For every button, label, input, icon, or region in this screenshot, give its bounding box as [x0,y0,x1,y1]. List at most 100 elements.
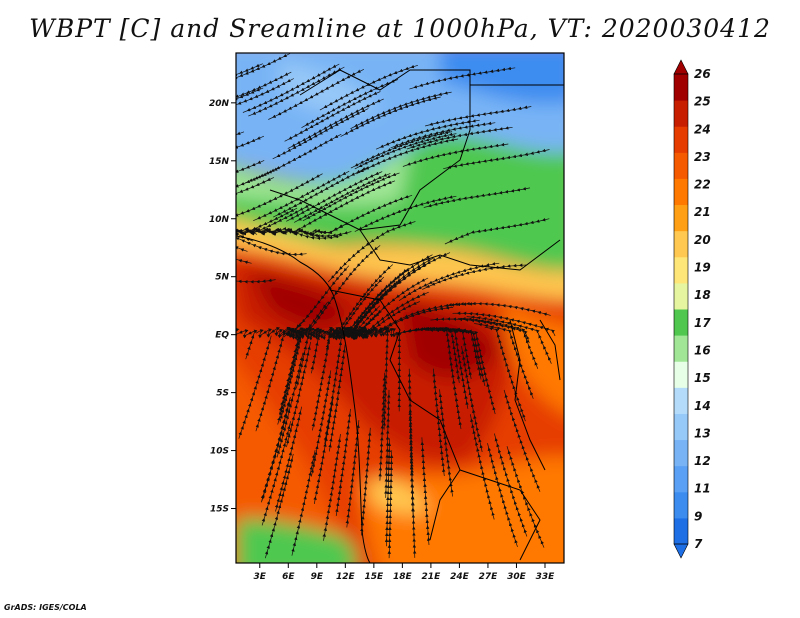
streamline [494,433,528,537]
lat-tick-label: 5N [215,273,229,283]
lon-tick-label: 33E [536,572,556,582]
lon-tick-label: 6E [282,572,295,582]
colorbar-label: 15 [694,371,711,385]
streamline [236,53,291,91]
colorbar-swatch [674,465,688,493]
lat-tick-label: 10S [210,447,229,457]
lon-tick-label: 9E [311,572,324,582]
lake-victoria [539,319,561,381]
streamline [420,437,431,546]
lat-tick-label: 10N [209,215,230,225]
colorbar-swatch [674,413,688,441]
colorbar-label: 14 [694,399,711,413]
colorbar-label: 26 [694,67,711,81]
lon-tick-label: 12E [336,572,356,582]
colorbar-label: 11 [694,482,711,496]
colorbar-label: 20 [694,233,711,247]
colorbar-cap-high [673,59,689,75]
streamline [236,135,265,167]
colorbar-swatch [674,517,688,545]
inner-border-2 [459,469,541,561]
streamline [452,327,496,415]
longitude-axis: 3E 6E 9E 12E 15E 18E 21E 24E 27E 30E 33E [254,563,556,582]
streamline [359,427,372,536]
colorbar-swatch [674,439,688,467]
colorbar-label: 24 [694,122,711,136]
colorbar-swatch [674,361,688,388]
sahel-border [269,69,471,231]
colorbar-label: 18 [694,288,711,302]
grads-credit: GrADS: IGES/COLA [4,603,87,612]
lon-tick-label: 27E [479,572,499,582]
colorbar-label: 12 [694,454,711,468]
streamline [244,133,342,184]
streamline [274,406,303,512]
streamline [236,131,245,157]
streamline [432,368,446,477]
colorbar-label: 13 [694,426,711,440]
colorbar: 7 9 11 12 13 14 15 16 17 18 19 20 21 22 23 24 25 26 [673,59,711,559]
colorbar-cap-low [673,543,689,559]
colorbar-label: 22 [694,178,711,192]
streamline [343,327,389,340]
streamline [374,302,477,335]
colorbar-swatch [674,491,688,519]
streamline [236,87,264,118]
colorbar-label: 19 [694,261,711,275]
lat-tick-label: 15S [210,505,229,515]
colorbar-swatch [674,282,688,310]
borders [236,69,564,563]
lat-tick-label: 5S [216,389,229,399]
chart-title: WBPT [C] and Sreamline at 1000hPa, VT: 2… [29,14,771,43]
colorbar-swatch [674,309,688,336]
latitude-axis: 20N 15N 10N 5N EQ 5S 10S 15S [209,99,236,515]
colorbar-swatch [674,126,688,153]
colorbar-swatch [674,387,688,414]
streamline [425,105,532,127]
lat-tick-label: 15N [209,157,230,167]
lon-tick-label: 15E [365,572,385,582]
lon-tick-label: 30E [507,572,527,582]
streamline [423,186,531,208]
inner-border-1 [329,289,461,541]
streamline [236,235,239,237]
colorbar-swatch [674,152,688,179]
streamline [409,449,417,558]
streamline [268,68,365,120]
great-lakes-border [509,319,546,471]
lat-tick-label: 20N [209,99,230,109]
central-border [359,229,561,271]
streamlines [236,53,556,559]
lon-tick-label: 18E [393,572,413,582]
colorbar-swatch [674,100,688,127]
streamline [409,66,516,90]
colorbar-label: 16 [694,343,711,357]
streamline [444,217,550,245]
streamline [466,315,552,364]
streamline [236,228,248,252]
lon-tick-label: 3E [254,572,267,582]
lat-tick-label: EQ [215,331,229,341]
streamline [356,138,459,175]
streamline [278,330,302,415]
colorbar-swatch [674,204,688,232]
colorbar-label: 25 [694,95,711,109]
colorbar-label: 21 [694,205,711,219]
colorbar-frame [673,73,689,545]
lon-tick-label: 21E [422,572,442,582]
west-coastline [236,235,371,563]
colorbar-swatch [674,230,688,258]
colorbar-label: 17 [694,316,711,330]
streamline [236,265,276,284]
colorbar-swatch [674,178,688,206]
streamline [328,312,369,340]
colorbar-swatch [674,256,688,284]
colorbar-label: 23 [694,150,711,164]
streamline [387,450,394,559]
streamline [402,142,509,167]
streamline [236,160,265,191]
lon-tick-label: 24E [450,572,470,582]
temperature-field [236,53,564,563]
colorbar-label: 7 [694,537,703,551]
